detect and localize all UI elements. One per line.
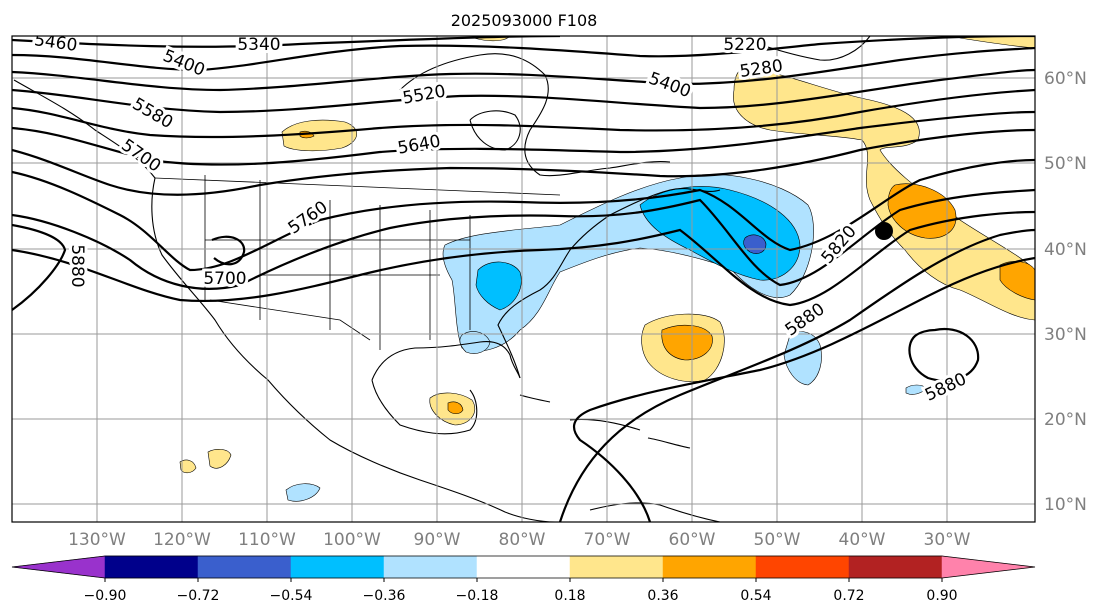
lat-label: 50°N bbox=[1044, 154, 1087, 174]
positive-anomaly-pacific bbox=[281, 119, 357, 152]
map-title: 2025093000 F108 bbox=[451, 11, 598, 30]
colorbar-tick-label: 0.90 bbox=[926, 588, 957, 604]
lon-label: 40°W bbox=[839, 530, 886, 550]
colorbar-tick-label: 0.54 bbox=[740, 588, 771, 604]
positive-anomaly-small-2 bbox=[179, 459, 197, 474]
lon-label: 80°W bbox=[499, 530, 546, 550]
contour-line bbox=[12, 210, 1035, 307]
lon-label: 110°W bbox=[238, 530, 296, 550]
contour-label: 5340 bbox=[237, 35, 280, 55]
contour-line bbox=[12, 188, 1035, 290]
colorbar-segment bbox=[104, 555, 199, 579]
colorbar-tick-label: −0.72 bbox=[177, 588, 220, 604]
colorbar: −0.90 −0.72 −0.54 −0.36 −0.18 0.18 0.36 0.54 0.7… bbox=[11, 555, 1036, 604]
contour-label: 5880 bbox=[67, 244, 87, 287]
colorbar-segment bbox=[848, 555, 943, 579]
lon-label: 120°W bbox=[153, 530, 211, 550]
colorbar-segment bbox=[290, 555, 385, 579]
colorbar-tick-label: 0.18 bbox=[554, 588, 585, 604]
height-contours bbox=[12, 36, 1035, 522]
greenland-coast bbox=[734, 36, 871, 61]
north-america-west-coast bbox=[13, 79, 556, 522]
contour-line bbox=[12, 36, 561, 48]
hudson-bay bbox=[469, 110, 521, 151]
colorbar-segment bbox=[662, 555, 757, 579]
positive-anomaly-band bbox=[733, 69, 1035, 321]
contour-line bbox=[12, 128, 1035, 196]
lon-label: 100°W bbox=[323, 530, 381, 550]
canada-coast bbox=[399, 53, 671, 177]
positive-anomaly-core bbox=[887, 183, 957, 239]
negative-anomaly-atlantic bbox=[783, 331, 822, 386]
latitude-labels: 60°N 50°N 40°N 30°N 20°N 10°N bbox=[1044, 69, 1087, 515]
negative-anomaly-southeast bbox=[475, 261, 522, 311]
lat-label: 10°N bbox=[1044, 495, 1087, 515]
contour-line bbox=[12, 68, 1035, 114]
contour-line bbox=[12, 36, 1035, 72]
colorbar-segment bbox=[11, 555, 106, 579]
contour-line bbox=[558, 228, 1035, 522]
contour-label: 5700 bbox=[203, 269, 246, 289]
colorbar-segment bbox=[476, 555, 571, 579]
positive-anomaly-small-1 bbox=[207, 449, 232, 469]
contour-line bbox=[12, 46, 1035, 92]
lon-label: 60°W bbox=[669, 530, 716, 550]
contour-line bbox=[12, 223, 67, 311]
lat-label: 20°N bbox=[1044, 410, 1087, 430]
colorbar-tick-label: −0.18 bbox=[456, 588, 499, 604]
negative-anomaly-small-2 bbox=[905, 384, 927, 395]
negative-anomaly-small-1 bbox=[285, 483, 321, 502]
colorbar-segment bbox=[755, 555, 850, 579]
location-marker bbox=[875, 222, 893, 240]
colorbar-segment bbox=[569, 555, 664, 579]
contour-line bbox=[12, 158, 1035, 272]
colorbar-tick-label: −0.36 bbox=[363, 588, 406, 604]
lat-label: 60°N bbox=[1044, 69, 1087, 89]
lon-label: 70°W bbox=[584, 530, 631, 550]
map-border bbox=[11, 35, 1036, 523]
longitude-labels: 130°W 120°W 110°W 100°W 90°W 80°W 70°W 6… bbox=[68, 530, 971, 550]
positive-anomaly-gulf-core bbox=[447, 401, 464, 415]
lon-label: 90°W bbox=[414, 530, 461, 550]
colorbar-tick-label: −0.90 bbox=[84, 588, 127, 604]
colorbar-tick-label: 0.72 bbox=[833, 588, 864, 604]
contour-line bbox=[12, 110, 1035, 166]
state-borders bbox=[154, 175, 561, 350]
east-coast bbox=[497, 188, 721, 379]
lat-label: 40°N bbox=[1044, 240, 1087, 260]
lon-label: 130°W bbox=[68, 530, 126, 550]
contour-line bbox=[211, 235, 246, 266]
colorbar-segment bbox=[941, 555, 1036, 579]
lat-label: 30°N bbox=[1044, 325, 1087, 345]
coastlines bbox=[13, 36, 871, 522]
contour-line bbox=[12, 88, 1035, 139]
lon-label: 50°W bbox=[754, 530, 801, 550]
colorbar-segment bbox=[383, 555, 478, 579]
lon-label: 30°W bbox=[924, 530, 971, 550]
contour-line bbox=[572, 256, 1035, 522]
south-america-coast bbox=[589, 502, 721, 522]
colorbar-tick-label: −0.54 bbox=[270, 588, 313, 604]
contour-line bbox=[908, 327, 980, 382]
colorbar-tick-label: 0.36 bbox=[647, 588, 678, 604]
contour-label: 5220 bbox=[723, 35, 766, 55]
colorbar-segment bbox=[197, 555, 292, 579]
gulf-coast bbox=[371, 341, 521, 435]
